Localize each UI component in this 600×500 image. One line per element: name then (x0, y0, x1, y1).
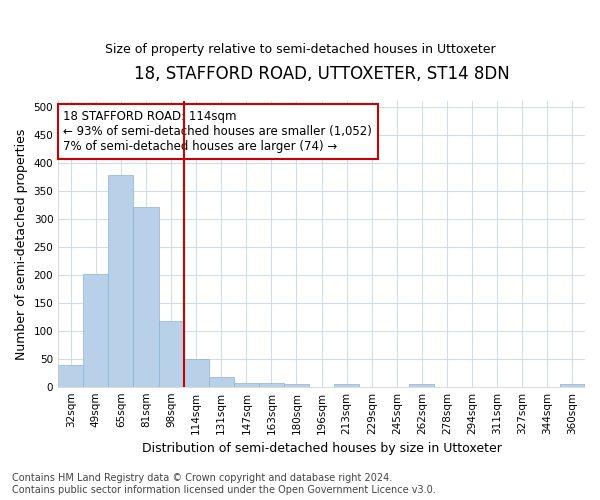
Y-axis label: Number of semi-detached properties: Number of semi-detached properties (15, 128, 28, 360)
Bar (83, 274, 109, 386)
Bar (184, 358, 209, 386)
Bar (560, 384, 585, 386)
Bar (109, 175, 133, 386)
Text: Size of property relative to semi-detached houses in Uttoxeter: Size of property relative to semi-detach… (104, 42, 496, 56)
Text: Contains HM Land Registry data © Crown copyright and database right 2024.
Contai: Contains HM Land Registry data © Crown c… (12, 474, 436, 495)
Bar (209, 377, 234, 386)
Bar (409, 384, 434, 386)
Bar (334, 384, 359, 386)
Bar (158, 320, 184, 386)
Bar (133, 207, 158, 386)
Text: 18 STAFFORD ROAD: 114sqm
← 93% of semi-detached houses are smaller (1,052)
7% of: 18 STAFFORD ROAD: 114sqm ← 93% of semi-d… (64, 110, 373, 153)
Bar (259, 383, 284, 386)
Bar (58, 366, 83, 386)
Bar (284, 384, 309, 386)
X-axis label: Distribution of semi-detached houses by size in Uttoxeter: Distribution of semi-detached houses by … (142, 442, 502, 455)
Bar (234, 383, 259, 386)
Title: 18, STAFFORD ROAD, UTTOXETER, ST14 8DN: 18, STAFFORD ROAD, UTTOXETER, ST14 8DN (134, 65, 509, 83)
